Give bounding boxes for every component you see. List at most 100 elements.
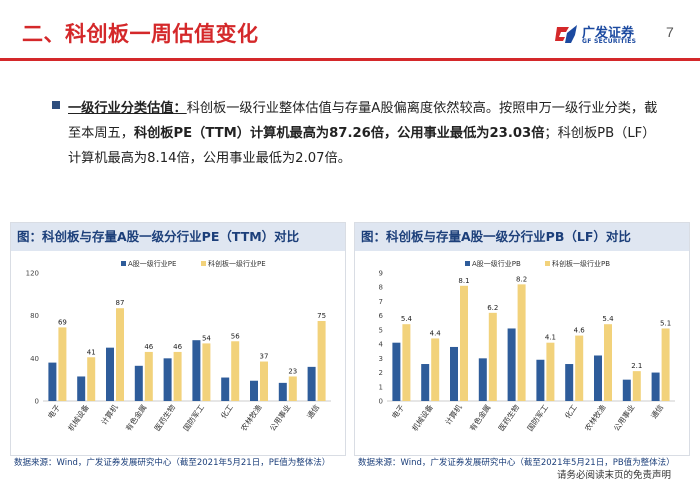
data-label: 5.4 [401,315,413,323]
data-label: 4.1 [545,334,556,342]
y-tick-label: 8 [379,284,383,292]
bar-star-market [202,343,211,401]
bar-a-share [421,364,430,401]
pe-chart-source: 数据来源：Wind，广发证券发展研究中心（截至2021年5月21日，PE值为整体… [14,458,331,468]
data-label: 46 [173,343,182,351]
bar-star-market [288,376,297,401]
bar-star-market [632,371,641,401]
header-divider [0,58,700,61]
bar-a-share [192,340,201,401]
y-tick-label: 6 [379,312,384,320]
bar-a-share [48,362,57,401]
bar-star-market [144,351,153,401]
disclaimer: 请务必阅读末页的免责声明 [557,470,672,481]
bar-star-market [460,285,468,401]
data-label: 56 [231,332,240,340]
data-label: 75 [317,312,326,320]
legend-swatch [465,261,470,266]
bar-a-share [594,355,602,401]
y-tick-label: 5 [379,326,383,334]
bar-star-market [546,342,555,401]
x-category-label: 计算机 [443,402,464,427]
legend-label: A股一级行业PB [472,259,521,268]
x-category-label: 农林牧渔 [238,402,264,433]
y-tick-label: 3 [379,355,383,363]
summary-text: 一级行业分类估值：科创板一级行业整体估值与存量A股偏离度依然较高。按照申万一级行… [68,96,662,171]
bar-a-share [622,379,631,401]
data-label: 8.1 [458,277,469,285]
data-label: 87 [116,299,125,307]
x-category-label: 农林牧渔 [582,402,608,433]
data-label: 54 [202,334,211,342]
bar-a-share [134,365,143,401]
y-tick-label: 0 [35,398,39,406]
x-category-label: 通信 [304,402,321,420]
data-label: 5.4 [602,315,614,323]
bar-star-market [260,361,268,401]
y-tick-label: 40 [30,355,39,363]
gf-logo-icon [555,25,577,43]
x-category-label: 国防军工 [525,402,551,433]
data-label: 46 [144,343,153,351]
x-category-label: 电子 [45,402,62,420]
legend-swatch [121,261,126,266]
summary-text-1: 科创板一级行业整体估值与存量A股偏离度依然较高。按照申万一级行业分类，截至本周五… [68,101,658,141]
y-tick-label: 80 [30,312,39,320]
x-category-label: 医药生物 [496,402,522,433]
bar-star-market [604,324,612,401]
bar-a-share [278,382,287,401]
pe-chart-panel: 图：科创板与存量A股一级分行业PE（TTM）对比 0 40 80 120 A股一级行业P… [10,222,346,456]
bar-star-market [402,324,411,401]
x-category-label: 计算机 [99,402,120,427]
bar-star-market [317,321,326,401]
y-tick-label: 4 [379,341,384,349]
x-category-label: 通信 [648,402,665,420]
summary-lead: 一级行业分类估值： [68,101,187,116]
pb-chart-title: 图：科创板与存量A股一级分行业PB（LF）对比 [355,223,689,251]
summary-bullet: 一级行业分类估值：科创板一级行业整体估值与存量A股偏离度依然较高。按照申万一级行… [52,96,662,171]
data-label: 69 [58,318,67,326]
data-label: 4.6 [574,327,586,335]
summary-bold-1: 科创板PE（TTM）计算机最高为87.26倍，公用事业最低为23.03倍 [133,126,545,141]
x-category-label: 国防军工 [181,402,207,433]
x-category-label: 医药生物 [152,402,178,433]
bar-star-market [87,357,96,401]
page-number: 7 [666,24,674,40]
data-label: 41 [87,348,96,356]
pb-chart-source: 数据来源：Wind，广发证券发展研究中心（截至2021年5月21日，PB值为整体… [358,458,675,468]
bar-a-share [106,347,114,401]
bar-a-share [651,372,660,401]
summary-text-2: ；科创板PB（LF）计算机最高为8.14倍，公用事业最低为2.07倍。 [68,126,656,166]
bar-star-market [431,338,440,401]
x-category-label: 电子 [389,402,406,420]
x-category-label: 化工 [562,402,579,420]
bar-a-share [450,346,458,401]
x-category-label: 化工 [218,402,235,420]
bar-star-market [488,312,497,401]
bar-star-market [517,284,526,401]
bar-a-share [507,328,516,401]
bar-a-share [250,380,258,401]
company-logo: 广发证券 GF SECURITIES [555,22,653,48]
logo-text-cn: 广发证券 [582,26,635,41]
data-label: 8.2 [516,275,527,283]
y-tick-label: 7 [379,298,383,306]
x-category-label: 有色金属 [467,402,492,432]
data-label: 6.2 [487,304,498,312]
data-label: 2.1 [631,362,642,370]
x-category-label: 有色金属 [123,402,148,432]
bar-star-market [58,327,67,401]
y-tick-label: 1 [379,383,383,391]
bar-a-share [478,358,487,401]
data-label: 37 [260,353,269,361]
x-category-label: 公用事业 [611,402,637,433]
data-label: 4.4 [430,329,442,337]
legend-label: 科创板一级行业PB [552,259,610,268]
bar-star-market [661,328,670,401]
bar-a-share [536,359,545,401]
y-tick-label: 0 [379,398,383,406]
bar-a-share [77,376,86,401]
page-title: 二、科创板一周估值变化 [22,22,259,46]
bar-star-market [173,351,182,401]
y-tick-label: 2 [379,369,383,377]
